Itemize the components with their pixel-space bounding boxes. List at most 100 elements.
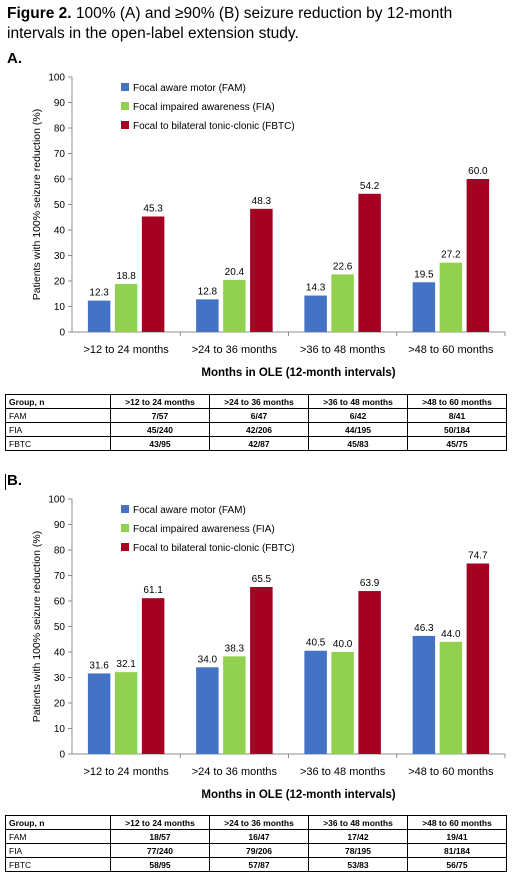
table-cell: 45/240: [110, 422, 210, 437]
y-tick-label: 90: [54, 98, 66, 109]
bar: [250, 586, 273, 754]
y-tick-label: 0: [59, 750, 65, 761]
bar: [223, 279, 246, 332]
y-tick-label: 50: [54, 200, 66, 211]
table-cell: FAM: [5, 829, 111, 844]
legend-label: Focal impaired awareness (FIA): [133, 524, 275, 535]
table-cell: 45/83: [308, 436, 408, 451]
data-label: 65.5: [252, 574, 272, 585]
x-tick-label: >36 to 48 months: [300, 766, 386, 778]
legend-swatch: [121, 121, 129, 129]
x-tick-label: >12 to 24 months: [83, 766, 169, 778]
bar: [439, 262, 463, 332]
data-label: 45.3: [143, 203, 163, 214]
table-header-row: Group, n >12 to 24 months >24 to 36 mont…: [5, 815, 507, 830]
legend-swatch: [121, 543, 129, 551]
table-header-cell: >36 to 48 months: [308, 394, 408, 409]
table-cell: 45/75: [407, 436, 507, 451]
table-cell: FBTC: [5, 436, 111, 451]
data-label: 12.3: [89, 288, 109, 299]
table-header-cell: >48 to 60 months: [407, 815, 507, 830]
table-row: FIA 77/240 79/206 78/195 81/184: [5, 843, 507, 858]
legend-label: Focal to bilateral tonic-clonic (FBTC): [133, 121, 295, 132]
data-label: 34.0: [198, 654, 218, 665]
y-tick-label: 100: [48, 73, 65, 84]
bar: [412, 635, 436, 754]
bar: [250, 208, 273, 332]
table-b: Group, n >12 to 24 months >24 to 36 mont…: [5, 815, 507, 872]
data-label: 20.4: [225, 267, 245, 278]
table-header-cell: >24 to 36 months: [209, 815, 309, 830]
table-header-cell: Group, n: [5, 394, 111, 409]
y-tick-label: 60: [54, 175, 66, 186]
data-label: 46.3: [414, 623, 434, 634]
legend-label: Focal aware motor (FAM): [133, 83, 246, 94]
data-label: 61.1: [143, 585, 163, 596]
bar: [466, 179, 490, 332]
x-axis-label: Months in OLE (12-month intervals): [201, 367, 395, 379]
table-cell: 6/42: [308, 408, 408, 423]
bar: [196, 299, 219, 332]
bar: [331, 274, 354, 332]
y-tick-label: 60: [54, 597, 66, 608]
table-row: FBTC 58/95 57/87 53/83 56/75: [5, 857, 507, 872]
y-tick-label: 80: [54, 546, 66, 557]
bar: [141, 598, 165, 754]
y-tick-label: 20: [54, 699, 66, 710]
table-cell: 42/87: [209, 436, 309, 451]
table-cell: 78/195: [308, 843, 408, 858]
data-label: 31.6: [89, 660, 109, 671]
table-header-cell: >36 to 48 months: [308, 815, 408, 830]
table-cell: 18/57: [110, 829, 210, 844]
table-cell: FIA: [5, 422, 111, 437]
figure-caption-text: 100% (A) and ≥90% (B) seizure reduction …: [7, 5, 453, 42]
x-axis-label: Months in OLE (12-month intervals): [201, 789, 395, 801]
table-row: FBTC 43/95 42/87 45/83 45/75: [5, 436, 507, 451]
bar: [358, 193, 381, 332]
y-axis-label: Patients with 100% seizure reduction (%): [31, 531, 43, 722]
data-label: 74.7: [468, 551, 488, 562]
figure-caption: Figure 2. 100% (A) and ≥90% (B) seizure …: [7, 4, 512, 44]
legend-swatch: [121, 83, 129, 91]
data-label: 27.2: [441, 250, 461, 261]
panel-b-label: B.: [7, 472, 22, 489]
legend-swatch: [121, 524, 129, 532]
chart-a: 0 10 20 30 40 50 60 70 80 90 100 Patients with 100%…: [31, 73, 506, 379]
table-cell: 53/83: [308, 857, 408, 872]
table-cell: 6/47: [209, 408, 309, 423]
x-tick-label: >24 to 36 months: [192, 344, 278, 356]
y-tick-label: 90: [54, 520, 66, 531]
y-tick-label: 10: [54, 724, 66, 735]
bar: [114, 284, 138, 332]
data-label: 63.9: [360, 578, 380, 589]
x-tick-label: >24 to 36 months: [192, 766, 278, 778]
table-cell: 7/57: [110, 408, 210, 423]
y-tick-label: 30: [54, 251, 66, 262]
table-cell: FIA: [5, 843, 111, 858]
legend-swatch: [121, 102, 129, 110]
data-label: 40.5: [306, 638, 326, 649]
text-cursor: [5, 474, 6, 490]
panel-a-label: A.: [7, 50, 22, 67]
y-axis-label: Patients with 100% seizure reduction (%): [31, 109, 43, 300]
legend-swatch: [121, 505, 129, 513]
data-label: 19.5: [414, 269, 434, 280]
table-cell: 16/47: [209, 829, 309, 844]
x-tick-label: >48 to 60 months: [408, 766, 494, 778]
bar: [466, 563, 490, 754]
y-tick-label: 70: [54, 149, 66, 160]
bar: [304, 295, 327, 332]
data-label: 60.0: [468, 166, 488, 177]
y-tick-label: 100: [48, 495, 65, 506]
table-row: FAM 7/57 6/47 6/42 8/41: [5, 408, 507, 423]
bar: [141, 216, 165, 332]
table-cell: 50/184: [407, 422, 507, 437]
table-header-cell: >48 to 60 months: [407, 394, 507, 409]
table-cell: FBTC: [5, 857, 111, 872]
chart-b: 0 10 20 30 40 50 60 70 80 90 100 Patients with 100%…: [31, 495, 506, 801]
y-tick-label: 40: [54, 648, 66, 659]
table-cell: 56/75: [407, 857, 507, 872]
table-cell: 58/95: [110, 857, 210, 872]
table-cell: 57/87: [209, 857, 309, 872]
table-header-cell: Group, n: [5, 815, 111, 830]
